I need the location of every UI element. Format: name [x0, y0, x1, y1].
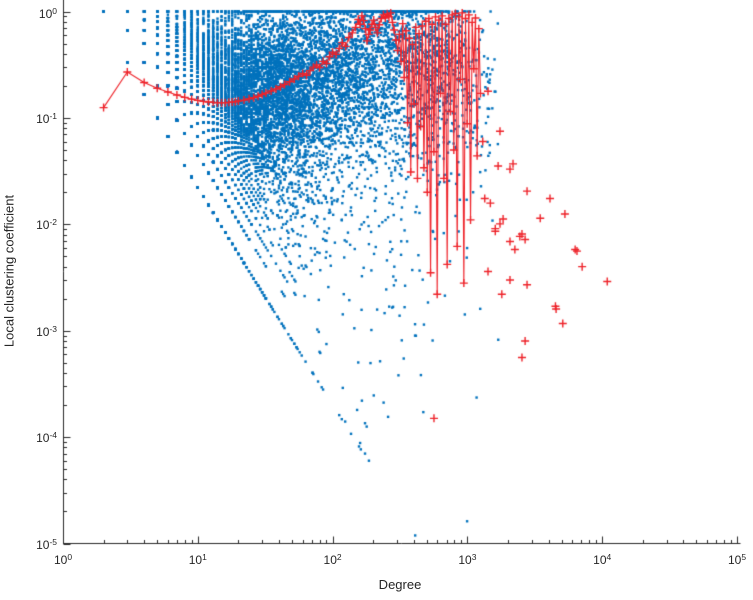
tick-exp: 2	[336, 552, 342, 562]
tick-exp: -2	[49, 217, 57, 228]
x-tick-label: 101	[189, 551, 207, 567]
tick-exp: -5	[49, 536, 57, 547]
tick-base: 10	[323, 553, 337, 567]
y-tick-label: 10-5	[17, 536, 57, 552]
y-tick-label: 10-2	[17, 216, 57, 232]
tick-exp: -1	[49, 110, 57, 121]
y-axis-title: Local clustering coefficient	[1, 194, 17, 348]
tick-base: 10	[727, 553, 742, 567]
y-tick-label: 100	[17, 5, 57, 21]
x-tick-label: 103	[458, 551, 476, 567]
tick-base: 10	[36, 324, 50, 339]
x-tick-label: 100	[54, 551, 72, 567]
x-tick-label: 102	[324, 551, 342, 567]
x-tick-label: 104	[593, 551, 611, 567]
tick-exp: 4	[606, 552, 612, 562]
tick-exp: 3	[471, 552, 477, 562]
tick-exp: 0	[67, 552, 73, 562]
tick-base: 10	[36, 431, 50, 446]
tick-base: 10	[36, 111, 50, 126]
tick-base: 10	[458, 553, 472, 567]
y-tick-label: 10-3	[17, 323, 57, 339]
tick-exp: -3	[49, 323, 57, 334]
tick-base: 10	[38, 6, 53, 21]
tick-base: 10	[36, 537, 50, 552]
y-tick-label: 10-1	[17, 110, 57, 126]
tick-base: 10	[53, 553, 68, 567]
tick-exp: 5	[741, 552, 747, 562]
tick-exp: 0	[52, 5, 57, 16]
tick-exp: -4	[49, 430, 57, 441]
y-tick-label: 10-4	[17, 429, 57, 445]
tick-base: 10	[593, 553, 607, 567]
tick-base: 10	[188, 553, 203, 567]
tick-exp: 1	[202, 552, 207, 562]
x-tick-label: 105	[728, 551, 746, 567]
tick-base: 10	[36, 218, 50, 233]
x-axis-title: Degree	[378, 577, 422, 592]
